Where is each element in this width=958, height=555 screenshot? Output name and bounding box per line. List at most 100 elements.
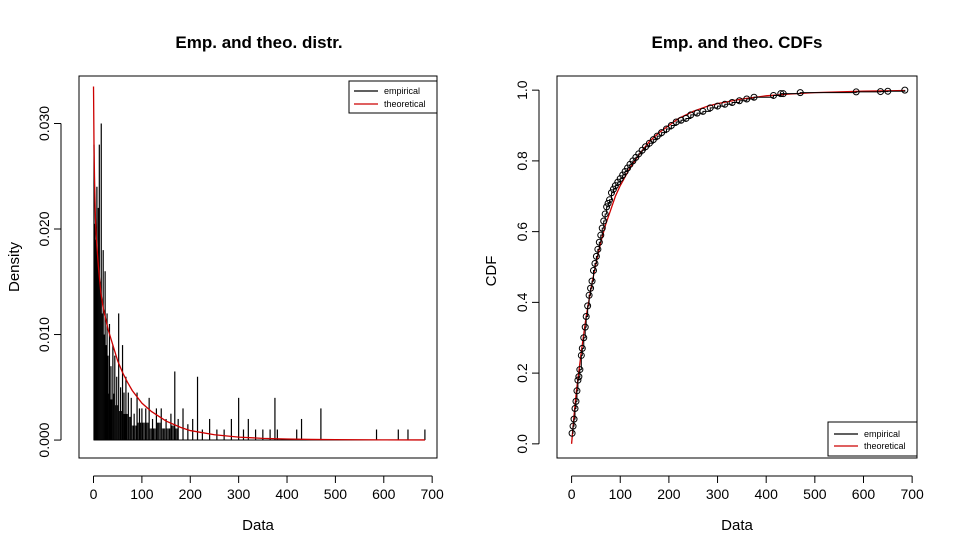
x-tick-label: 0 [90, 486, 98, 502]
density-plot-frame [78, 75, 438, 459]
empirical-cdf-point [604, 199, 612, 207]
y-tick-label: 0.030 [36, 106, 52, 141]
empirical-cdf-point [672, 118, 680, 126]
cdf-chart-title: Emp. and theo. CDFs [652, 33, 823, 52]
density-y-axis: 0.000 0.010 0.020 0.030 [36, 106, 62, 458]
cdf-legend: empirical theoretical [827, 421, 918, 457]
empirical-cdf-point [619, 171, 627, 179]
cdf-legend-box [827, 421, 918, 457]
empirical-cdf-point [592, 252, 600, 260]
density-chart-title: Emp. and theo. distr. [175, 33, 342, 52]
empirical-cdf-point [611, 182, 619, 190]
empirical-cdf-point [581, 323, 589, 331]
x-tick-label: 400 [755, 486, 779, 502]
empirical-cdf-point [658, 129, 666, 137]
empirical-cdf-point [570, 415, 578, 423]
empirical-cdf-point [600, 217, 608, 225]
cdf-chart-panel: Emp. and theo. CDFs 0 100 200 300 400 500 600 7… [483, 33, 924, 534]
density-legend-box [348, 80, 438, 114]
empirical-cdf-point [649, 136, 657, 144]
empirical-cdf-point [584, 302, 592, 310]
empirical-cdf-point [884, 87, 892, 95]
y-tick-label: 0.6 [514, 222, 530, 242]
y-tick-label: 1.0 [514, 80, 530, 100]
empirical-cdf-point [653, 132, 661, 140]
x-tick-label: 100 [609, 486, 633, 502]
empirical-cdf-point [721, 100, 729, 108]
empirical-cdf-point [591, 259, 599, 267]
cdf-legend-empirical-label: empirical [864, 429, 900, 439]
empirical-cdf-point [576, 366, 584, 374]
y-tick-label: 0.8 [514, 151, 530, 171]
y-tick-label: 0.000 [36, 422, 52, 457]
cdf-empirical-step-line [572, 90, 906, 434]
empirical-cdf-point [597, 231, 605, 239]
x-tick-label: 0 [568, 486, 576, 502]
empirical-cdf-point [609, 185, 617, 193]
empirical-cdf-point [779, 90, 787, 98]
empirical-cdf-point [662, 125, 670, 133]
empirical-cdf-point [901, 86, 909, 94]
empirical-cdf-point [616, 175, 624, 183]
cdf-y-axis-label: CDF [483, 256, 500, 287]
x-tick-label: 500 [324, 486, 348, 502]
cdf-legend-theoretical-label: theoretical [864, 441, 906, 451]
density-x-axis-label: Data [242, 517, 274, 534]
empirical-cdf-point [677, 116, 685, 124]
x-tick-label: 200 [179, 486, 203, 502]
empirical-cdf-point [624, 164, 632, 172]
empirical-cdf-point [568, 429, 576, 437]
x-tick-label: 200 [657, 486, 681, 502]
x-tick-label: 600 [852, 486, 876, 502]
empirical-cdf-point [578, 344, 586, 352]
empirical-cdf-point [603, 203, 611, 211]
empirical-cdf-point [614, 178, 622, 186]
y-tick-label: 0.0 [514, 434, 530, 454]
empirical-cdf-point [575, 373, 583, 381]
empirical-cdf-point [750, 93, 758, 101]
x-tick-label: 100 [130, 486, 154, 502]
empirical-cdf-point [607, 189, 615, 197]
empirical-cdf-point [595, 238, 603, 246]
empirical-cdf-point [587, 284, 595, 292]
empirical-cdf-point [585, 291, 593, 299]
empirical-cdf-point [577, 351, 585, 359]
empirical-cdf-point [687, 111, 695, 119]
empirical-cdf-point [735, 97, 743, 105]
density-chart-panel: Emp. and theo. distr. 0 100 200 300 400 500 60… [6, 33, 444, 534]
x-tick-label: 300 [706, 486, 730, 502]
empirical-cdf-point [706, 104, 714, 112]
empirical-cdf-point [582, 313, 590, 321]
density-legend: empirical theoretical [348, 80, 438, 114]
y-tick-label: 0.020 [36, 211, 52, 246]
empirical-cdf-point [852, 88, 860, 96]
empirical-cdf-point [682, 114, 690, 122]
x-tick-label: 600 [372, 486, 396, 502]
empirical-cdf-point [588, 277, 596, 285]
density-empirical-bars [93, 123, 426, 441]
density-x-axis: 0 100 200 300 400 500 600 700 [90, 475, 444, 502]
x-tick-label: 300 [227, 486, 251, 502]
cdf-plot-frame [556, 75, 918, 459]
empirical-cdf-point [743, 95, 751, 103]
density-y-axis-label: Density [6, 241, 23, 292]
empirical-cdf-point [769, 91, 777, 99]
empirical-cdf-point [642, 143, 650, 151]
empirical-cdf-point [796, 89, 804, 97]
y-tick-label: 0.2 [514, 363, 530, 383]
empirical-cdf-point [667, 122, 675, 130]
empirical-cdf-point [621, 168, 629, 175]
empirical-cdf-point [699, 107, 707, 115]
empirical-cdf-point [574, 376, 582, 384]
x-tick-label: 700 [900, 486, 924, 502]
empirical-cdf-point [598, 224, 606, 232]
empirical-cdf-point [645, 139, 653, 147]
x-tick-label: 700 [420, 486, 444, 502]
cdf-x-axis-label: Data [721, 517, 753, 534]
empirical-cdf-point [601, 210, 609, 218]
empirical-cdf-point [571, 404, 579, 412]
empirical-cdf-point [580, 334, 588, 342]
empirical-cdf-point [777, 90, 785, 98]
x-tick-label: 500 [803, 486, 827, 502]
